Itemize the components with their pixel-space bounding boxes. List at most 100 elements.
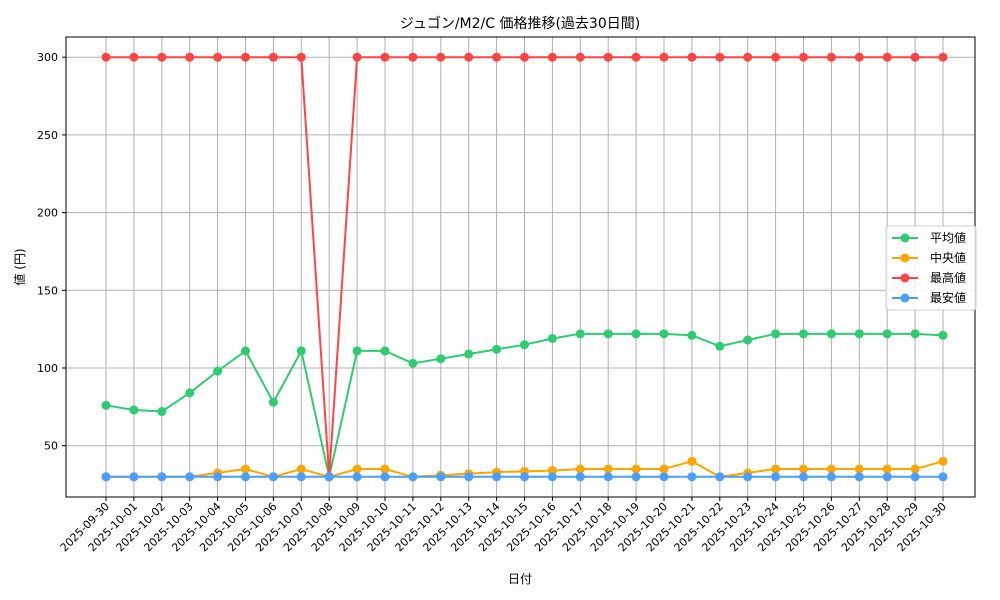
data-point — [520, 340, 529, 350]
data-point — [352, 346, 362, 356]
data-point — [854, 472, 864, 482]
data-point — [631, 52, 641, 62]
data-point — [854, 329, 864, 339]
data-point — [296, 464, 306, 474]
data-point — [213, 472, 223, 482]
data-point — [938, 52, 948, 62]
data-point — [631, 464, 641, 474]
data-point — [575, 329, 585, 339]
data-point — [241, 52, 250, 62]
y-tick-label: 150 — [37, 284, 58, 297]
data-point — [910, 52, 920, 62]
y-tick-label: 300 — [37, 51, 58, 64]
data-point — [352, 464, 362, 474]
data-point — [547, 472, 557, 482]
data-point — [882, 464, 892, 474]
data-point — [157, 407, 167, 417]
data-point — [687, 456, 697, 466]
data-point — [185, 472, 195, 482]
y-axis-label: 値 (円) — [12, 248, 27, 285]
data-point — [101, 400, 111, 410]
data-point — [659, 472, 669, 482]
data-point — [603, 464, 613, 474]
data-point — [268, 472, 278, 482]
data-point — [157, 52, 167, 62]
data-point — [687, 330, 697, 340]
data-point — [380, 346, 390, 356]
data-point — [826, 52, 836, 62]
data-point — [743, 472, 753, 482]
data-point — [268, 397, 278, 407]
data-point — [129, 405, 139, 415]
data-point — [213, 52, 223, 62]
data-point — [603, 329, 613, 339]
data-point — [910, 329, 920, 339]
data-point — [687, 52, 697, 62]
data-point — [575, 464, 585, 474]
data-point — [324, 472, 334, 482]
y-tick-label: 200 — [37, 207, 58, 220]
plot-frame — [65, 36, 976, 498]
data-point — [101, 52, 111, 62]
data-point — [743, 335, 753, 345]
data-point — [492, 472, 502, 482]
data-point — [352, 472, 362, 482]
data-point — [380, 464, 390, 474]
data-point — [826, 472, 836, 482]
data-point — [882, 472, 892, 482]
data-point — [185, 52, 195, 62]
legend-marker — [900, 293, 910, 303]
data-point — [436, 354, 446, 364]
data-point — [659, 52, 669, 62]
data-point — [436, 472, 446, 482]
data-point — [910, 464, 920, 474]
data-point — [938, 330, 948, 340]
x-axis-label: 日付 — [508, 572, 532, 586]
data-point — [882, 52, 892, 62]
data-point — [185, 388, 195, 398]
data-point — [296, 52, 306, 62]
data-point — [380, 52, 390, 62]
data-point — [101, 472, 111, 482]
data-point — [408, 358, 418, 368]
data-point — [603, 472, 613, 482]
data-point — [659, 464, 669, 474]
data-point — [743, 52, 753, 62]
data-point — [547, 333, 557, 343]
y-tick-label: 50 — [44, 440, 58, 453]
data-point — [631, 329, 641, 339]
data-point — [771, 329, 781, 339]
data-point — [464, 472, 474, 482]
data-point — [352, 52, 362, 62]
data-point — [129, 472, 139, 482]
data-point — [715, 341, 725, 351]
series-2 — [101, 52, 948, 482]
data-point — [938, 472, 948, 482]
data-point — [241, 346, 250, 356]
data-point — [157, 472, 167, 482]
data-point — [408, 472, 418, 482]
data-point — [296, 346, 306, 356]
data-point — [547, 52, 557, 62]
chart-title: ジュゴン/M2/C 価格推移(過去30日間) — [400, 15, 640, 32]
data-point — [882, 329, 892, 339]
data-point — [687, 472, 697, 482]
data-point — [464, 349, 474, 359]
data-point — [799, 472, 808, 482]
data-point — [854, 464, 864, 474]
legend-box — [885, 225, 977, 311]
data-point — [826, 329, 836, 339]
data-point — [910, 472, 920, 482]
legend-label: 最高値 — [930, 270, 966, 285]
data-point — [771, 464, 781, 474]
data-point — [296, 472, 306, 482]
legend-marker — [900, 273, 910, 283]
legend-label: 最安値 — [930, 290, 966, 305]
legend-marker — [900, 253, 910, 263]
data-point — [938, 456, 948, 466]
y-tick-label: 100 — [37, 362, 58, 375]
data-point — [213, 366, 223, 376]
data-point — [799, 52, 808, 62]
